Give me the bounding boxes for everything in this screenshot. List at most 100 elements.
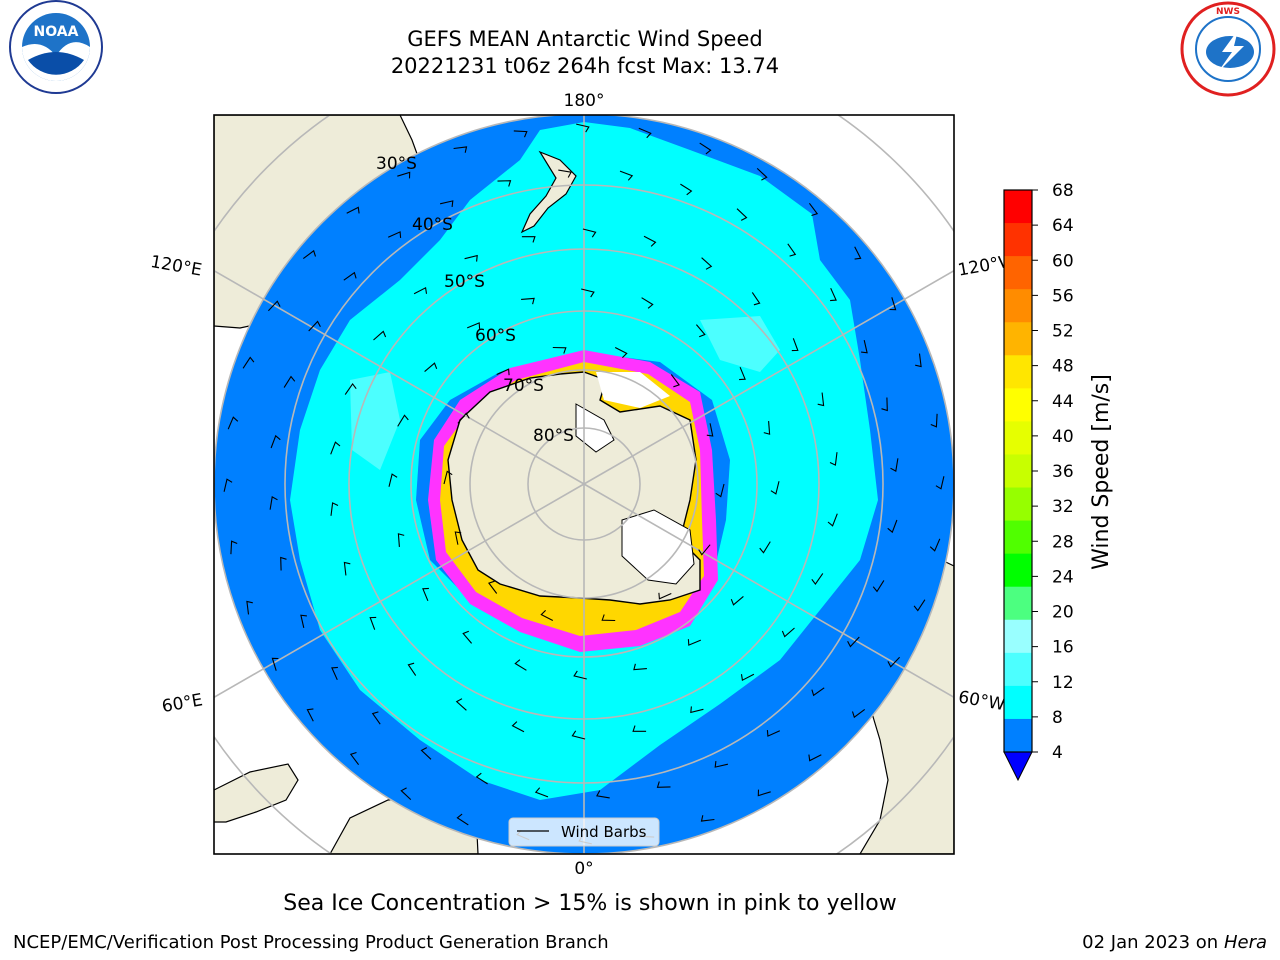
colorbar-segment: [1004, 190, 1032, 224]
wind-barb: [552, 346, 567, 354]
colorbar-segment: [1004, 355, 1032, 389]
ice-shelf-ross: [575, 403, 615, 453]
wind-barb: [521, 236, 536, 243]
meridian-label-left-lower: 60°E: [160, 690, 204, 717]
wind-barb: [756, 167, 768, 181]
wind-barb: [817, 392, 825, 407]
ocean-light-cyan-patch-2: [350, 372, 400, 470]
wind-barb: [521, 297, 535, 305]
colorbar-tick-label: 56: [1052, 286, 1074, 306]
colorbar-tick-label: 8: [1052, 708, 1063, 728]
colorbar-label: Wind Speed [m/s]: [1089, 374, 1114, 570]
wind-barb: [443, 470, 453, 485]
wind-barb: [601, 614, 616, 622]
wind-barb: [638, 127, 652, 139]
colorbar-segment: [1004, 322, 1032, 356]
wind-barb: [344, 382, 357, 395]
wind-barb: [670, 374, 680, 388]
wind-barb: [881, 397, 888, 412]
svg-text:NWS: NWS: [1216, 7, 1240, 17]
wind-barb: [759, 541, 771, 554]
colorbar: 68 64 60 56 52 48 44 40 36 32 28 24 20 16 12 8 4: [1003, 181, 1074, 782]
lat-label-50s: 50°S: [444, 272, 485, 292]
colorbar-tick-label: 24: [1052, 567, 1074, 587]
lat-label-40s: 40°S: [412, 215, 453, 235]
wind-barb: [811, 687, 825, 697]
wind-barb: [915, 353, 922, 368]
nws-logo: NWS: [1180, 1, 1276, 97]
wind-barb: [757, 789, 771, 797]
wind-barb: [223, 478, 233, 492]
wind-barb: [422, 587, 429, 602]
colorbar-segment: [1004, 619, 1032, 654]
wind-barb: [306, 708, 314, 722]
colorbar-tick-label: 48: [1052, 357, 1074, 377]
wind-barb: [271, 657, 279, 671]
wind-barb: [343, 271, 357, 281]
meridian-label-top: 180°: [564, 91, 605, 111]
wind-barb: [571, 730, 586, 740]
meridian-grid: [214, 115, 954, 854]
wind-barb: [701, 257, 713, 270]
wind-barb: [740, 673, 755, 682]
wind-barb: [808, 754, 822, 762]
wind-barb: [680, 183, 693, 196]
wind-barb: [827, 513, 838, 527]
map-panel: 30°S 40°S 50°S 60°S 70°S 80°S Wind Barbs: [214, 115, 954, 854]
wind-barb: [400, 787, 412, 801]
colorbar-segment: [1004, 586, 1032, 621]
wind-barb: [371, 711, 381, 725]
colorbar-segment: [1004, 454, 1032, 489]
meridian-label-left-upper: 120°E: [149, 252, 203, 281]
wind-barb: [439, 200, 454, 207]
wind-barb: [887, 656, 901, 668]
wind-barb: [766, 730, 781, 737]
wind-barb: [456, 813, 469, 826]
wind-barb: [770, 481, 780, 495]
wind-barb: [851, 708, 866, 719]
meridian-label-bottom: 0°: [574, 859, 593, 879]
wind-barb: [283, 375, 296, 388]
footer-host: Hera: [1223, 932, 1267, 953]
lat-label-70s: 70°S: [503, 376, 544, 396]
wind-barb: [582, 228, 597, 238]
wind-barb: [387, 231, 402, 238]
lat-label-60s: 60°S: [475, 326, 516, 346]
wind-barb: [455, 698, 467, 711]
wind-barb: [829, 452, 838, 466]
ice-coast-east: [596, 372, 670, 408]
colorbar-tick-label: 52: [1052, 322, 1074, 342]
wind-barb: [475, 772, 488, 785]
wind-barb: [457, 412, 470, 424]
colorbar-tick-label: 40: [1052, 427, 1074, 447]
wind-barb: [388, 473, 398, 487]
wind-barb: [889, 297, 897, 311]
wind-barb: [887, 519, 898, 534]
wind-barb: [687, 639, 702, 646]
sea-ice-note: Sea Ice Concentration > 15% is shown in …: [283, 891, 897, 916]
wind-barb: [706, 423, 714, 437]
wind-barb: [643, 235, 657, 247]
wind-barb: [540, 610, 554, 621]
wind-barb: [246, 600, 253, 615]
wind-barb: [346, 206, 360, 214]
wind-barb: [781, 627, 795, 638]
colorbar-segment: [1004, 520, 1032, 555]
wind-barb: [534, 787, 549, 798]
wind-barb: [230, 540, 238, 555]
colorbar-tick-label: 64: [1052, 216, 1074, 236]
wind-barb: [658, 592, 672, 600]
wind-barb: [308, 320, 321, 332]
wind-barb: [267, 300, 281, 312]
wind-barb: [330, 441, 341, 455]
wind-barb: [462, 630, 473, 644]
wind-barb: [497, 180, 512, 187]
wind-barb: [847, 636, 860, 648]
legend-label: Wind Barbs: [561, 823, 647, 841]
colorbar-segment: [1004, 223, 1032, 257]
wind-barb: [695, 324, 706, 338]
wind-barb: [619, 170, 634, 181]
wind-barb: [929, 538, 941, 552]
wind-barb: [496, 368, 510, 376]
wind-barb: [397, 171, 411, 179]
